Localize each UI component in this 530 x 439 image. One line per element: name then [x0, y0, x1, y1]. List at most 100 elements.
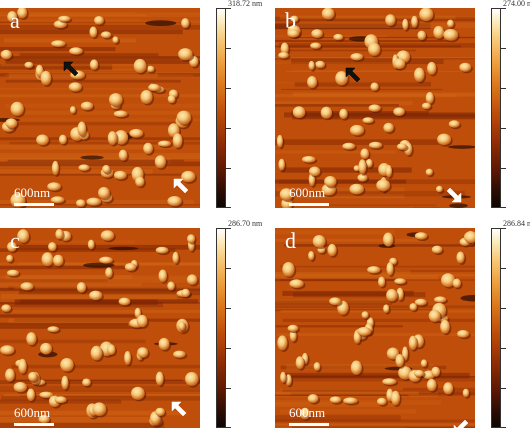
particle [0, 345, 15, 355]
scan-streak [275, 238, 424, 242]
particle [290, 15, 299, 23]
particle [28, 371, 38, 382]
scale-bar [14, 203, 54, 206]
particle [385, 165, 393, 178]
scan-streak [4, 122, 189, 126]
scan-streak [5, 274, 133, 280]
scale-bar-label: 600nm [14, 405, 51, 420]
particle [282, 262, 295, 277]
particle [146, 65, 155, 73]
particle [287, 324, 299, 332]
scan-streak [0, 248, 176, 252]
scan-streak [0, 73, 200, 77]
scan-streak [275, 179, 407, 184]
particle [321, 8, 335, 20]
scan-streak [275, 415, 401, 422]
colorbar-tick [501, 88, 506, 89]
particle [383, 232, 394, 247]
scan-streak [284, 194, 405, 199]
particle [167, 281, 176, 291]
scan-streak [14, 318, 200, 322]
particle [155, 246, 169, 254]
particle [148, 83, 161, 92]
particle [419, 8, 434, 22]
afm-image-svg [275, 8, 475, 208]
particle [393, 107, 405, 116]
particle [61, 375, 69, 390]
scale-bar-label: 600nm [14, 185, 51, 200]
scan-streak [293, 36, 475, 39]
particle [287, 29, 300, 38]
scan-streak [7, 159, 184, 162]
scan-streak [275, 309, 439, 312]
scan-streak [0, 169, 153, 174]
particle [376, 179, 391, 192]
surface-pit [460, 294, 475, 302]
scan-streak [0, 56, 200, 59]
pointer-arrow [173, 178, 189, 194]
particle [382, 378, 397, 385]
scan-streak [5, 79, 181, 83]
scan-streak [5, 74, 193, 77]
particle [124, 351, 132, 365]
particle [17, 229, 30, 243]
particle [409, 303, 417, 311]
particle [181, 288, 190, 298]
scan-streak [293, 292, 426, 298]
scan-streak [1, 395, 200, 401]
colorbar-tick [226, 168, 231, 169]
particle [395, 354, 404, 368]
scan-streak [275, 35, 388, 38]
particle [76, 282, 87, 293]
scan-streak [275, 62, 403, 64]
scan-streak [275, 394, 409, 397]
scan-streak [276, 333, 475, 337]
scan-streak [0, 94, 200, 98]
scan-streak [0, 11, 135, 14]
particle [390, 390, 401, 406]
surface-pit [448, 145, 475, 149]
scale-bar [289, 423, 329, 426]
scan-streak [275, 229, 395, 235]
scan-streak [291, 204, 437, 206]
scan-streak [16, 110, 200, 115]
particle [113, 110, 128, 118]
particle [436, 185, 443, 193]
pointer-arrow [63, 61, 79, 77]
particle [50, 196, 65, 204]
scan-streak [292, 70, 423, 72]
scan-streak [279, 179, 475, 185]
scan-streak [286, 70, 474, 73]
height-colorbar [491, 8, 501, 208]
scan-streak [10, 379, 183, 382]
particle [54, 396, 67, 404]
afm-height-image [275, 228, 475, 428]
particle [89, 26, 98, 38]
particle [311, 29, 323, 39]
particle [333, 33, 344, 41]
particle [307, 76, 318, 89]
particle [443, 29, 459, 41]
particle [443, 382, 454, 395]
scan-streak [275, 278, 399, 282]
particle [181, 18, 190, 29]
scan-streak [0, 47, 116, 52]
particle [350, 360, 362, 375]
particle [89, 59, 99, 70]
particle [335, 71, 348, 86]
particle [324, 176, 337, 187]
scale-bar [14, 423, 54, 426]
particle [13, 382, 27, 393]
particle [69, 106, 76, 114]
scan-streak [275, 274, 439, 280]
particle [307, 394, 319, 404]
particle [368, 104, 381, 112]
particle [360, 148, 370, 159]
particle [456, 251, 465, 264]
particle [448, 120, 460, 128]
scan-streak [19, 53, 159, 57]
scan-streak [282, 290, 414, 296]
particle [87, 239, 95, 250]
particle [20, 282, 34, 291]
particle [24, 61, 34, 69]
